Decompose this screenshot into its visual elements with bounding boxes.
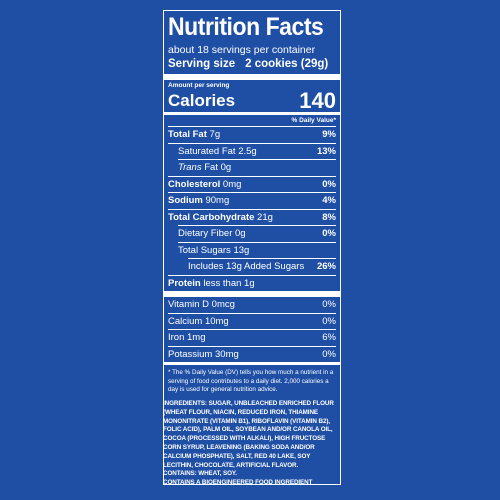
nutrient-name: Dietary Fiber <box>178 228 233 239</box>
vitamin-dv: 6% <box>322 332 336 343</box>
calories-value: 140 <box>299 88 336 113</box>
nutrient-name: Trans <box>178 162 202 173</box>
thin-divider <box>178 159 336 160</box>
serving-size-value: 2 cookies (29g) <box>245 58 329 70</box>
medium-divider <box>164 112 340 115</box>
nutrient-amount: 2.5g <box>238 145 257 157</box>
medium-divider <box>164 362 340 365</box>
nutrition-facts-panel: Nutrition Facts about 18 servings per co… <box>163 10 341 485</box>
nutrient-name: Total Sugars <box>178 244 231 256</box>
nutrient-amount: 0g <box>235 228 246 239</box>
vitamin-dv: 0% <box>322 315 336 327</box>
vitamin-dv: 0% <box>322 299 336 310</box>
nutrient-row-cholesterol: Cholesterol 0mg 0% <box>168 177 336 193</box>
nutrient-amount: Fat 0g <box>204 162 232 173</box>
nutrient-row-added-sugars: Includes 13g Added Sugars 26% <box>168 259 336 275</box>
nutrient-dv: 8% <box>322 211 336 223</box>
calories-label: Calories <box>168 91 236 110</box>
nutrient-row-dietary-fiber: Dietary Fiber 0g 0% <box>168 226 336 242</box>
thin-divider <box>178 241 336 243</box>
vitamin-dv: 0% <box>322 348 336 360</box>
bioengineered-statement: CONTAINS A BIOENGINEERED FOOD INGREDIENT <box>163 479 313 487</box>
ingredients-block: INGREDIENTS: SUGAR, UNBLEACHED ENRICHED … <box>163 400 341 488</box>
nutrient-amount: 0mg <box>222 178 242 190</box>
nutrient-amount: 21g <box>257 211 273 223</box>
nutrient-name: Includes 13g Added Sugars <box>188 261 305 272</box>
daily-value-footnote: * The % Daily Value (DV) tells you how m… <box>168 369 334 393</box>
thin-divider <box>168 208 336 210</box>
nutrient-name: Protein <box>168 277 201 289</box>
thin-divider <box>168 126 336 127</box>
thin-divider <box>168 312 336 314</box>
nutrient-amount: 7g <box>209 129 221 140</box>
daily-value-header: % Daily Value* <box>291 117 336 124</box>
nutrient-name: Saturated Fat <box>178 145 236 157</box>
thin-divider <box>178 225 336 226</box>
vitamin-name: Iron <box>168 332 185 343</box>
nutrient-dv: 26% <box>316 261 336 272</box>
serving-size-row: Serving size 2 cookies (29g) <box>168 57 336 72</box>
thin-divider <box>168 329 336 330</box>
nutrient-name: Total Carbohydrate <box>168 211 255 223</box>
nutrient-dv: 13% <box>316 145 336 157</box>
nutrient-row-total-fat: Total Fat 7g 9% <box>168 127 336 143</box>
vitamin-amount: 30mg <box>215 348 239 360</box>
thin-divider <box>168 142 336 144</box>
vitamin-name: Vitamin D <box>168 299 210 310</box>
thick-divider <box>164 291 340 297</box>
thin-divider <box>188 258 336 259</box>
serving-size-label: Serving size <box>168 58 236 70</box>
nutrient-row-trans-fat: Trans Fat 0g <box>168 160 336 176</box>
nutrient-row-total-carbohydrate: Total Carbohydrate 21g 8% <box>168 210 336 226</box>
nutrient-dv: 0% <box>322 228 336 239</box>
nutrient-amount: less than 1g <box>203 277 255 289</box>
vitamin-amount: 10mg <box>204 315 229 327</box>
vitamin-name: Calcium <box>168 315 203 327</box>
thin-divider <box>168 175 336 177</box>
vitamin-amount: 1mg <box>187 332 206 343</box>
vitamin-name: Potassium <box>168 348 213 360</box>
vitamin-amount: 0mcg <box>211 299 235 310</box>
vitamin-row-calcium: Calcium 10mg 0% <box>168 314 336 330</box>
nutrient-name: Cholesterol <box>168 178 221 190</box>
thin-divider <box>168 345 336 347</box>
vitamin-row-vitamin-d: Vitamin D 0mcg 0% <box>168 297 336 313</box>
nutrient-row-protein: Protein less than 1g <box>168 276 336 292</box>
calories-row: Calories 140 <box>168 90 336 112</box>
nutrient-amount: 90mg <box>205 195 230 206</box>
nutrient-name: Sodium <box>168 195 203 206</box>
nutrient-dv: 9% <box>322 129 336 140</box>
nutrient-name: Total Fat <box>168 129 207 140</box>
vitamin-row-iron: Iron 1mg 6% <box>168 330 336 346</box>
thin-divider <box>168 274 336 276</box>
thin-divider <box>168 192 336 193</box>
allergen-statement: CONTAINS: WHEAT, SOY. <box>163 470 237 478</box>
nutrition-facts-title: Nutrition Facts <box>168 13 324 41</box>
amount-per-serving-label: Amount per serving <box>168 82 230 89</box>
servings-per-container: about 18 servings per container <box>168 44 316 56</box>
vitamin-row-potassium: Potassium 30mg 0% <box>168 347 336 363</box>
thick-divider <box>164 74 340 80</box>
nutrient-row-total-sugars: Total Sugars 13g <box>168 243 336 259</box>
nutrient-row-sodium: Sodium 90mg 4% <box>168 193 336 209</box>
ingredients-text: INGREDIENTS: SUGAR, UNBLEACHED ENRICHED … <box>163 400 334 469</box>
nutrient-row-saturated-fat: Saturated Fat 2.5g 13% <box>168 144 336 160</box>
nutrient-amount: 13g <box>233 244 250 256</box>
nutrient-dv: 0% <box>322 178 336 190</box>
nutrient-dv: 4% <box>322 195 336 206</box>
